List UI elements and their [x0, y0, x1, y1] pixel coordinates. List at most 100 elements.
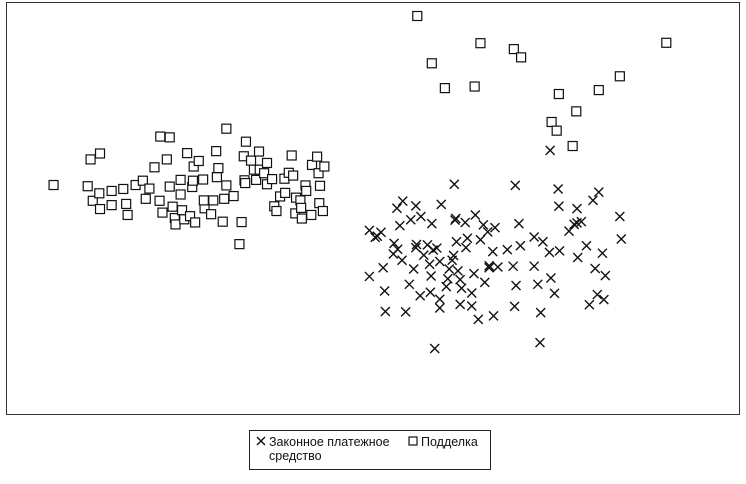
fake-point	[306, 159, 318, 171]
genuine-point	[455, 299, 466, 310]
fake-point	[221, 123, 232, 134]
genuine-point	[397, 255, 408, 266]
fake-point	[469, 81, 480, 92]
genuine-point	[466, 287, 477, 298]
fake-point	[259, 168, 270, 179]
genuine-point	[513, 218, 524, 229]
genuine-point	[411, 239, 422, 250]
fake-point	[175, 174, 186, 186]
fake-point	[219, 193, 230, 204]
square-marker-icon	[408, 436, 418, 446]
genuine-point	[434, 294, 445, 305]
fake-point	[412, 10, 423, 22]
genuine-point	[379, 286, 390, 297]
fake-point	[206, 209, 217, 220]
genuine-point	[554, 245, 565, 256]
genuine-point	[614, 211, 625, 222]
fake-point	[122, 209, 133, 221]
fake-point	[175, 189, 186, 200]
genuine-point	[441, 281, 452, 292]
genuine-point	[447, 255, 458, 266]
fake-point	[301, 185, 312, 197]
legend-item-genuine: Законное платежное средство	[256, 435, 406, 463]
genuine-point	[389, 238, 400, 249]
genuine-point	[529, 232, 540, 243]
fake-point	[261, 157, 273, 169]
genuine-point	[553, 201, 564, 212]
fake-point	[593, 84, 604, 96]
fake-point	[94, 188, 105, 199]
fake-point	[508, 43, 519, 55]
genuine-point	[434, 256, 445, 267]
genuine-point	[553, 183, 564, 194]
fake-point	[190, 217, 201, 228]
x-marker-icon	[256, 436, 266, 446]
fake-point	[85, 154, 96, 165]
genuine-point	[442, 273, 453, 284]
fake-point	[288, 170, 299, 181]
genuine-point	[535, 307, 546, 318]
genuine-point	[452, 265, 463, 276]
fake-point	[211, 172, 223, 183]
genuine-point	[424, 259, 435, 270]
genuine-point	[370, 232, 381, 243]
fake-point	[311, 151, 323, 162]
fake-point	[475, 38, 486, 49]
fake-point	[82, 181, 93, 192]
legend-label-fake: Подделка	[421, 435, 478, 449]
genuine-point	[584, 299, 595, 310]
genuine-point	[455, 274, 466, 285]
genuine-point	[444, 263, 455, 274]
fake-point	[198, 195, 209, 206]
genuine-point	[600, 270, 611, 281]
fake-point	[228, 190, 239, 202]
genuine-point	[380, 306, 391, 317]
genuine-point	[400, 306, 411, 317]
genuine-point	[466, 300, 477, 311]
fake-point	[137, 175, 148, 186]
genuine-point	[488, 310, 499, 321]
genuine-point	[426, 271, 437, 282]
genuine-point	[569, 219, 580, 230]
fake-point	[87, 195, 98, 206]
fake-point	[149, 162, 160, 173]
genuine-point	[415, 211, 426, 222]
fake-point	[240, 136, 252, 147]
fake-point	[245, 155, 257, 166]
genuine-point	[462, 233, 473, 244]
genuine-point	[508, 261, 519, 272]
fake-point	[553, 88, 564, 100]
genuine-point	[468, 268, 479, 279]
genuine-point	[587, 195, 598, 206]
genuine-point	[492, 261, 503, 272]
genuine-point	[460, 217, 471, 228]
genuine-point	[425, 287, 436, 298]
fake-point	[106, 185, 117, 197]
legend: Законное платежное средство Подделка	[249, 430, 491, 470]
genuine-point	[544, 247, 555, 258]
fake-point	[208, 195, 219, 206]
plot-frame	[6, 2, 740, 415]
genuine-point	[410, 200, 421, 211]
fake-point	[266, 174, 278, 185]
genuine-point	[426, 218, 437, 229]
genuine-point	[549, 288, 560, 299]
genuine-point	[484, 260, 495, 271]
fake-point	[551, 125, 562, 136]
genuine-point	[545, 273, 556, 284]
genuine-point	[598, 294, 609, 305]
fake-point	[182, 148, 193, 159]
fake-point	[157, 207, 168, 218]
fake-point	[170, 219, 181, 230]
genuine-point	[450, 215, 461, 226]
fake-point	[439, 83, 450, 94]
genuine-point	[429, 343, 440, 354]
fake-point	[140, 193, 151, 204]
fake-point	[516, 52, 527, 63]
genuine-point	[597, 248, 608, 259]
genuine-point	[431, 243, 442, 254]
genuine-point	[405, 214, 416, 225]
genuine-point	[484, 262, 495, 273]
genuine-point	[576, 216, 587, 227]
